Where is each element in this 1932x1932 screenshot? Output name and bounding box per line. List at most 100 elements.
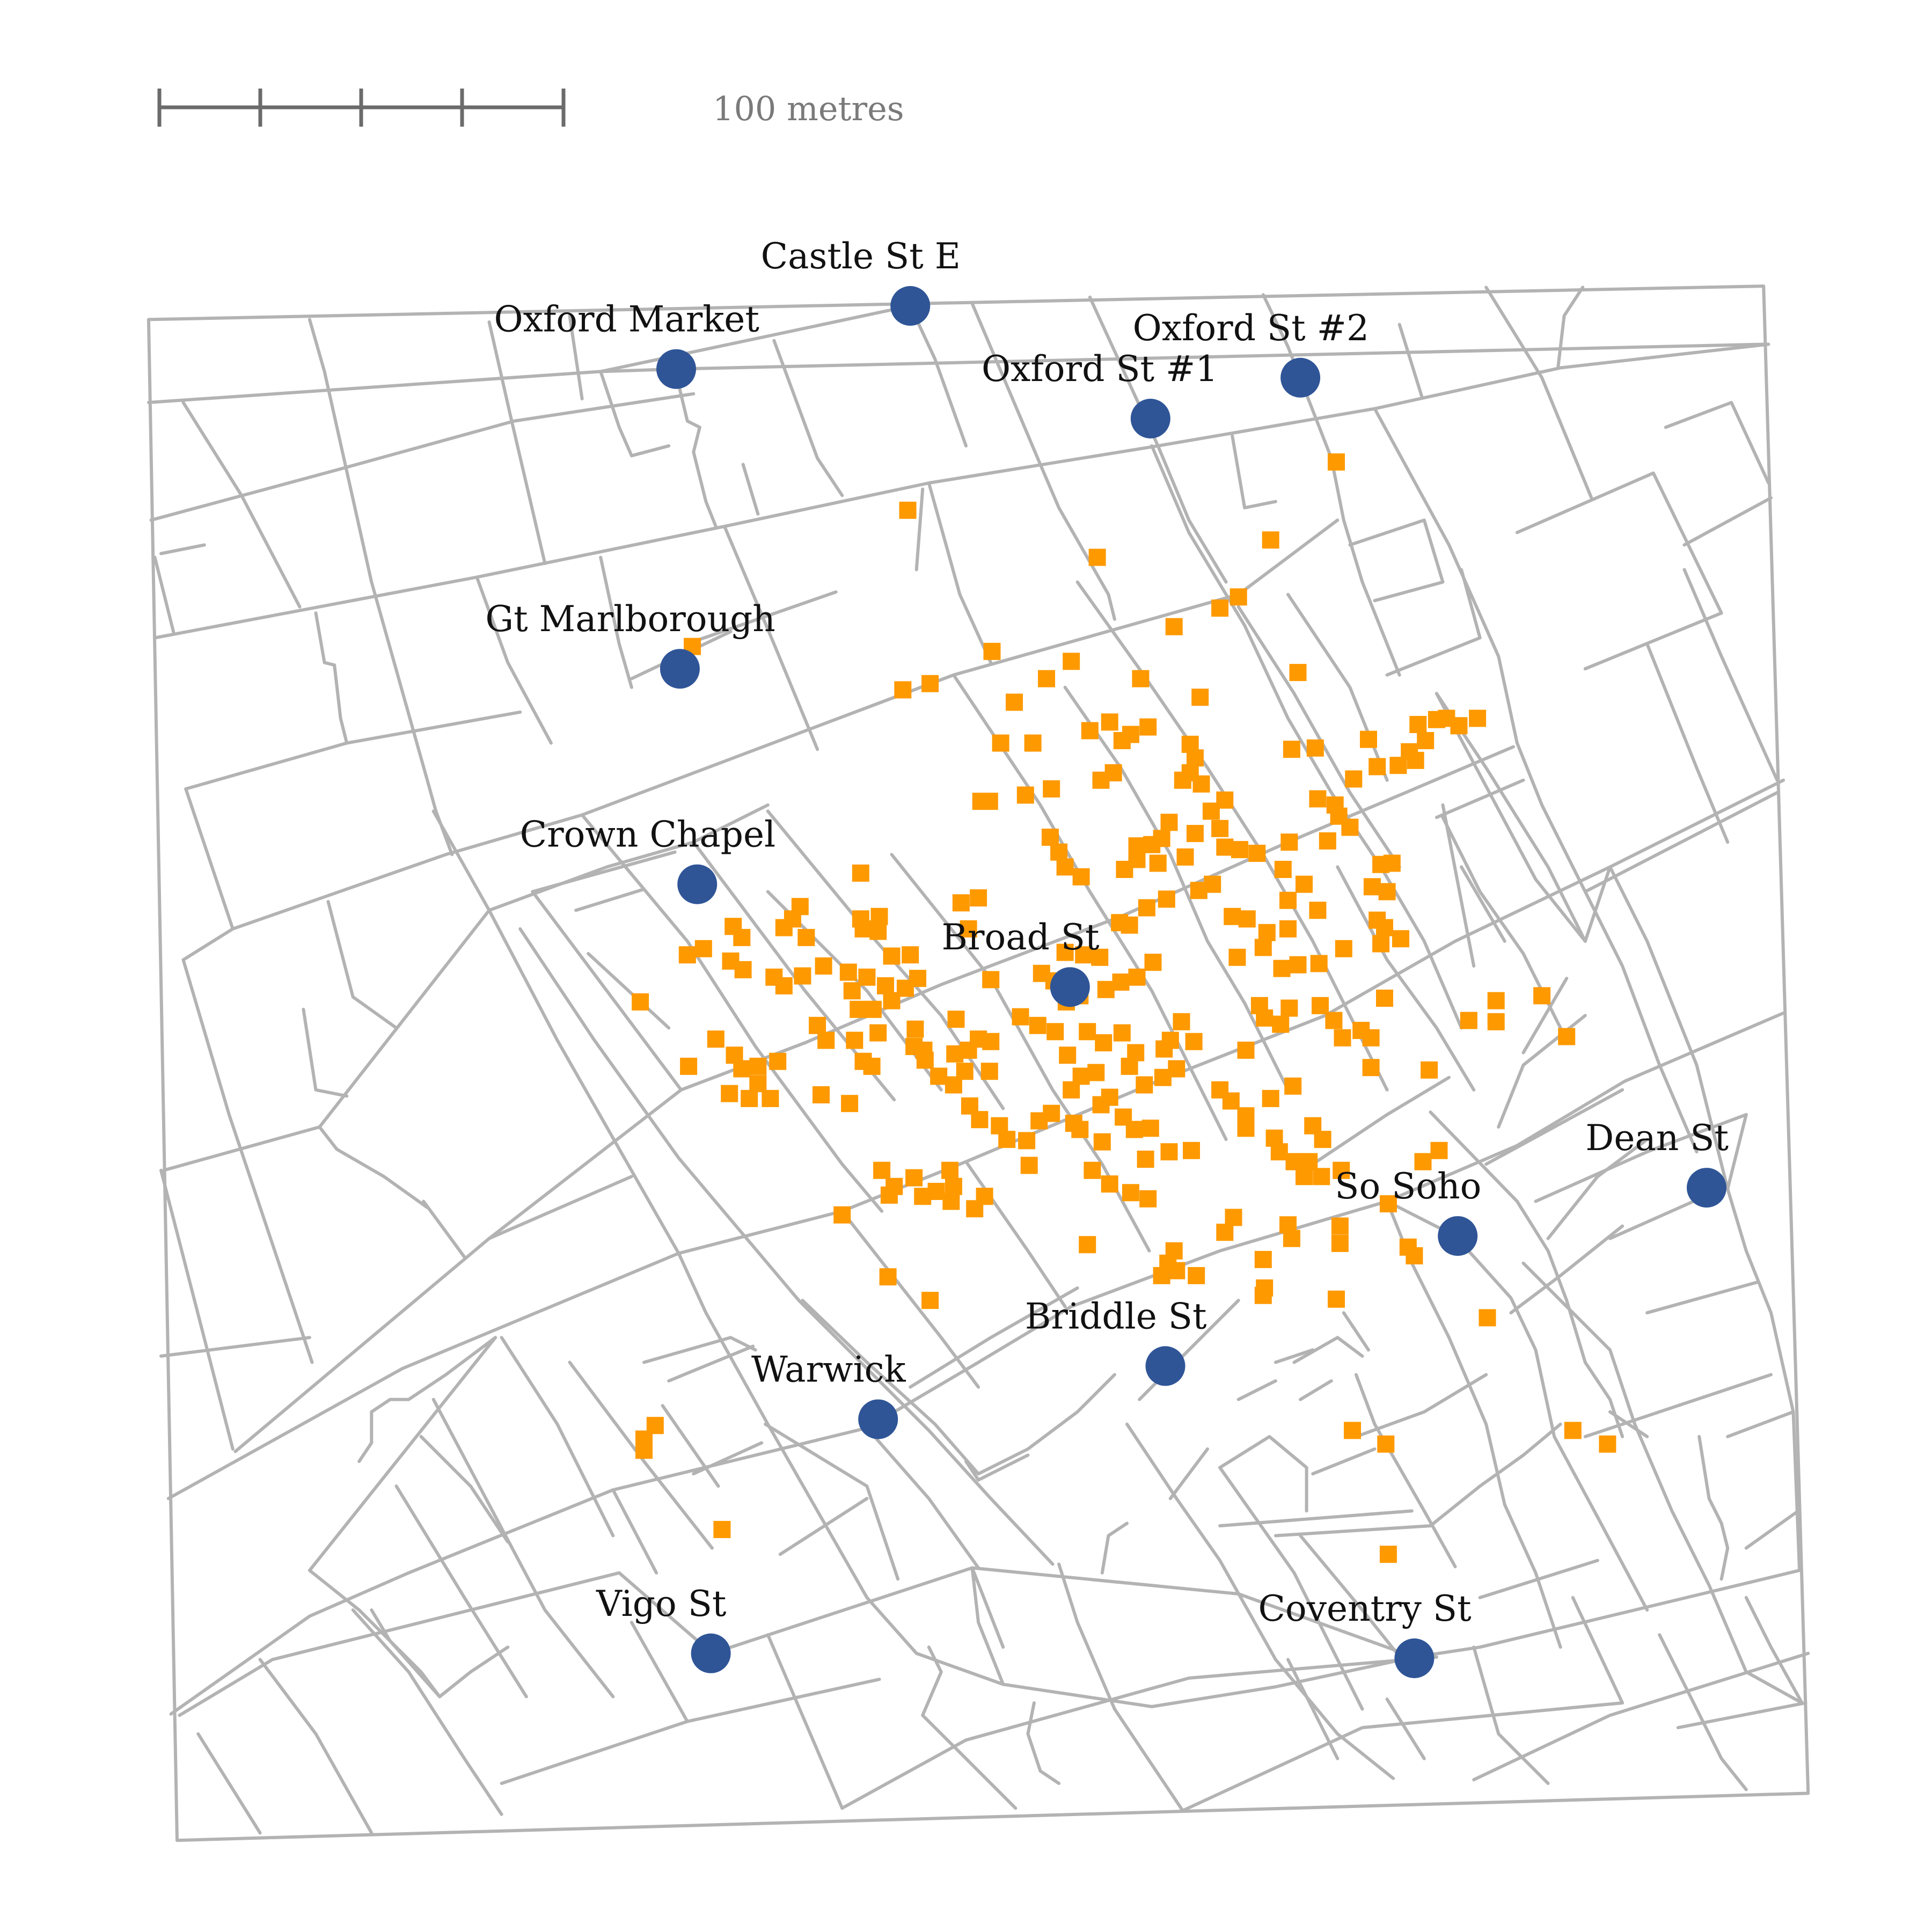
death-marker <box>1079 1023 1096 1041</box>
street <box>1645 1280 1760 1315</box>
street <box>764 1422 900 1581</box>
death-marker <box>1599 1435 1616 1453</box>
death-marker <box>1238 910 1256 928</box>
street <box>1682 496 1773 547</box>
street <box>500 1678 881 1785</box>
street <box>1478 1558 1599 1599</box>
street <box>1744 1596 1804 1705</box>
street <box>964 1160 1067 1308</box>
death-marker <box>1202 802 1220 820</box>
death-marker <box>1389 757 1407 774</box>
death-marker <box>1258 924 1276 941</box>
death-marker <box>1345 770 1363 788</box>
street <box>518 927 1055 1566</box>
street <box>1509 1224 1624 1315</box>
street <box>159 1168 235 1451</box>
street <box>692 1441 764 1476</box>
death-marker <box>879 1268 897 1286</box>
scale-bar: 100 metres <box>157 89 904 128</box>
death-marker <box>833 1206 851 1224</box>
death-marker <box>1256 1009 1274 1027</box>
street <box>661 1404 720 1488</box>
death-marker <box>1139 718 1157 736</box>
death-marker <box>1111 914 1129 932</box>
street <box>1385 1199 1649 1612</box>
death-marker <box>1216 838 1234 856</box>
street <box>1063 685 1290 1092</box>
death-marker <box>921 675 939 692</box>
street <box>599 555 633 689</box>
street <box>970 1566 1005 1686</box>
death-marker <box>635 1441 653 1459</box>
death-marker <box>707 1030 724 1048</box>
death-marker <box>1273 960 1291 977</box>
death-marker <box>1075 946 1093 964</box>
street <box>159 1336 311 1358</box>
pump-marker <box>656 349 696 389</box>
death-marker <box>921 1292 939 1309</box>
street <box>318 909 491 1129</box>
death-marker <box>1313 1168 1330 1185</box>
street <box>153 555 175 633</box>
death-marker <box>1079 1236 1096 1254</box>
death-marker <box>1121 1057 1138 1075</box>
death-marker <box>680 1057 698 1075</box>
pump-markers <box>656 286 1726 1678</box>
death-marker <box>902 946 919 964</box>
pump-label: Oxford St #2 <box>1133 308 1369 349</box>
death-marker <box>1274 861 1292 878</box>
death-marker <box>1046 1023 1064 1041</box>
death-marker <box>1414 1153 1432 1170</box>
death-marker <box>1325 1012 1343 1029</box>
street <box>1658 1633 1748 1791</box>
death-marker <box>734 961 752 978</box>
street <box>431 1397 615 1699</box>
death-marker <box>1487 1013 1505 1030</box>
street <box>1546 1138 1649 1240</box>
street <box>1125 1422 1395 1780</box>
death-marker <box>1101 713 1118 731</box>
death-marker <box>1141 1119 1159 1137</box>
death-marker <box>1216 1224 1234 1241</box>
death-marker <box>721 1085 738 1102</box>
street <box>1484 1088 1624 1166</box>
street <box>149 392 696 522</box>
death-marker <box>927 1183 945 1200</box>
street <box>580 813 884 1213</box>
death-marker <box>1188 1267 1205 1284</box>
death-marker <box>694 940 712 957</box>
death-marker <box>1314 1131 1331 1148</box>
death-marker <box>1360 730 1377 748</box>
street <box>840 1209 980 1389</box>
street <box>1472 1645 1550 1785</box>
death-marker <box>1319 832 1336 850</box>
street <box>1521 1261 1804 1705</box>
death-marker <box>1479 1309 1496 1327</box>
death-marker <box>1409 716 1427 733</box>
death-marker <box>1368 758 1386 775</box>
death-marker <box>1230 588 1247 606</box>
street <box>673 367 718 528</box>
death-marker <box>1191 689 1209 706</box>
death-marker <box>1174 771 1191 789</box>
death-marker <box>1558 1028 1576 1045</box>
pump-label: Oxford St #1 <box>982 348 1218 390</box>
death-marker <box>992 734 1009 752</box>
street <box>970 1566 1005 1649</box>
pump-marker <box>858 1399 898 1439</box>
death-marker <box>1262 531 1279 549</box>
street <box>952 673 1228 1141</box>
death-marker <box>1176 848 1194 866</box>
street <box>574 887 646 912</box>
street <box>1218 1466 1364 1711</box>
street <box>1697 1435 1730 1581</box>
street <box>258 1658 374 1835</box>
street <box>611 1488 658 1575</box>
street <box>1311 1075 1451 1166</box>
street <box>500 1336 615 1538</box>
death-marker <box>1300 1153 1318 1170</box>
pump-marker <box>1438 1216 1478 1256</box>
street <box>1261 293 1401 677</box>
death-marker <box>983 642 1001 660</box>
